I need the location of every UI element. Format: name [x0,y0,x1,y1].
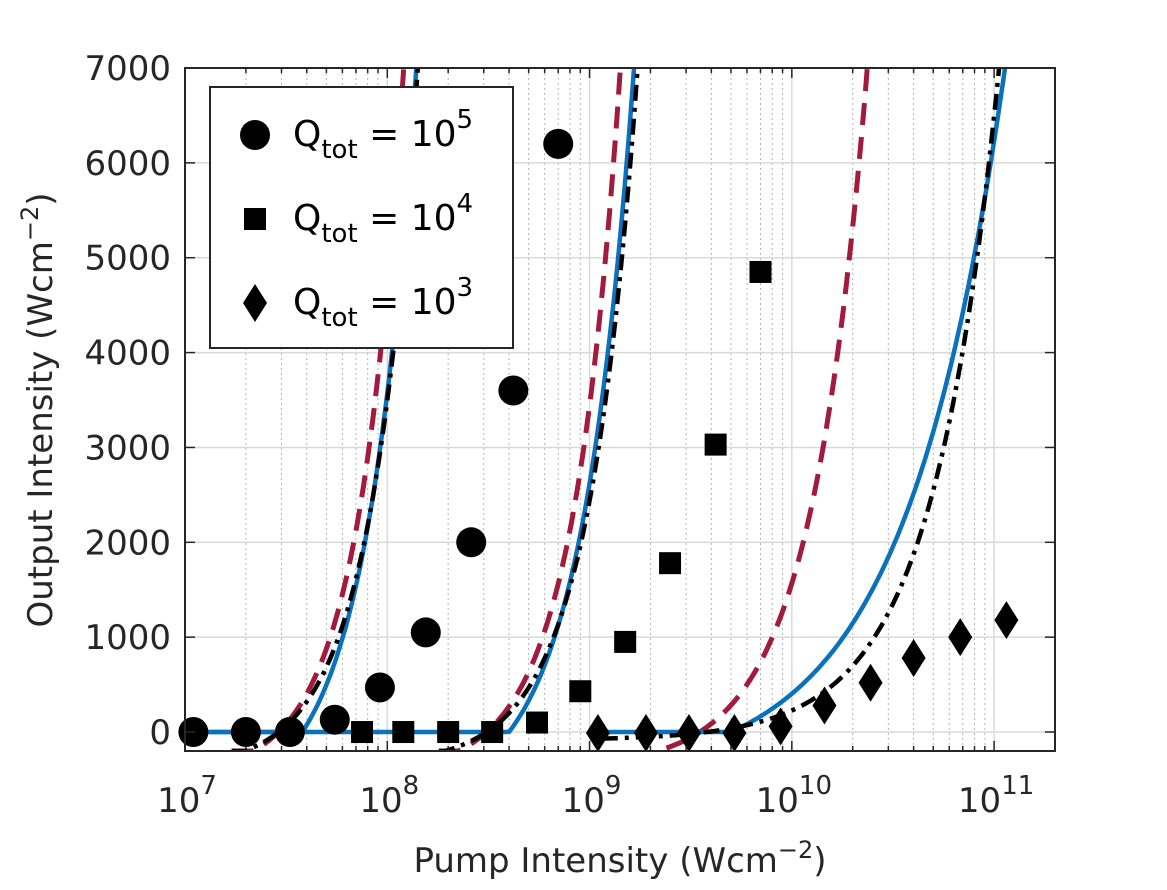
marker-diamond-8 [948,618,973,657]
x-axis-label: Pump Intensity (Wcm−2) [413,836,826,881]
marker-diamond-6 [858,663,883,702]
marker-diamond-0 [585,713,610,752]
marker-square-0 [351,721,374,744]
data-markers [178,128,1019,752]
marker-circle-5 [410,617,441,648]
y-tick-label-1: 1000 [84,618,171,658]
marker-circle-8 [543,128,574,159]
marker-square-7 [659,552,682,575]
marker-square-2 [437,721,460,744]
marker-diamond-3 [722,713,747,752]
marker-circle-4 [364,672,395,703]
marker-diamond-5 [812,686,837,725]
marker-square-9 [749,260,772,283]
y-tick-label-6: 6000 [84,144,171,184]
marker-diamond-1 [633,713,658,752]
marker-diamond-9 [994,601,1019,640]
axis-ticks [184,67,1055,751]
y-tick-label-0: 0 [149,713,171,753]
marker-diamond-7 [901,639,926,678]
y-tick-label-7: 7000 [84,49,171,89]
x-tick-label-2: 109 [562,771,622,821]
legend-marker-square [244,208,266,230]
y-tick-label-3: 3000 [84,428,171,468]
x-tick-label-4: 1011 [958,771,1034,821]
marker-square-5 [569,680,592,703]
y-tick-label-4: 4000 [84,334,171,374]
legend-markers [240,120,270,322]
marker-square-1 [392,721,415,744]
legend-entry-q4: Qtot = 104 [293,189,473,249]
y-tick-label-5: 5000 [84,239,171,279]
marker-diamond-4 [768,707,793,746]
marker-square-4 [526,711,549,734]
marker-circle-1 [230,717,261,748]
marker-square-3 [481,721,504,744]
curve-solid-blue-2 [601,68,1008,735]
marker-square-8 [704,433,727,456]
marker-square-6 [614,630,637,653]
y-tick-label-2: 2000 [84,523,171,563]
curve-dashdot-black-2 [601,68,1002,741]
marker-circle-2 [274,717,305,748]
marker-circle-3 [319,704,350,735]
legend: Qtot = 105 Qtot = 104 Qtot = 103 [209,86,514,349]
x-tick-label-3: 1010 [756,771,832,821]
plot-frame [184,67,1056,752]
legend-marker-circle [240,120,270,150]
y-axis-label: Output Intensity (Wcm−2) [16,192,61,627]
grid-minor [245,68,986,751]
y-tick-labels: 0 1000 2000 3000 4000 5000 6000 7000 [84,49,171,753]
x-tick-label-0: 107 [157,771,217,821]
x-tick-label-1: 108 [359,771,419,821]
legend-entry-q3: Qtot = 103 [293,273,473,333]
x-tick-labels: 107 108 109 1010 1011 [157,771,1034,821]
legend-marker-diamond [243,284,267,322]
marker-circle-7 [498,375,529,406]
marker-diamond-2 [676,713,701,752]
marker-circle-6 [456,527,487,558]
legend-entry-q5: Qtot = 105 [293,105,473,165]
